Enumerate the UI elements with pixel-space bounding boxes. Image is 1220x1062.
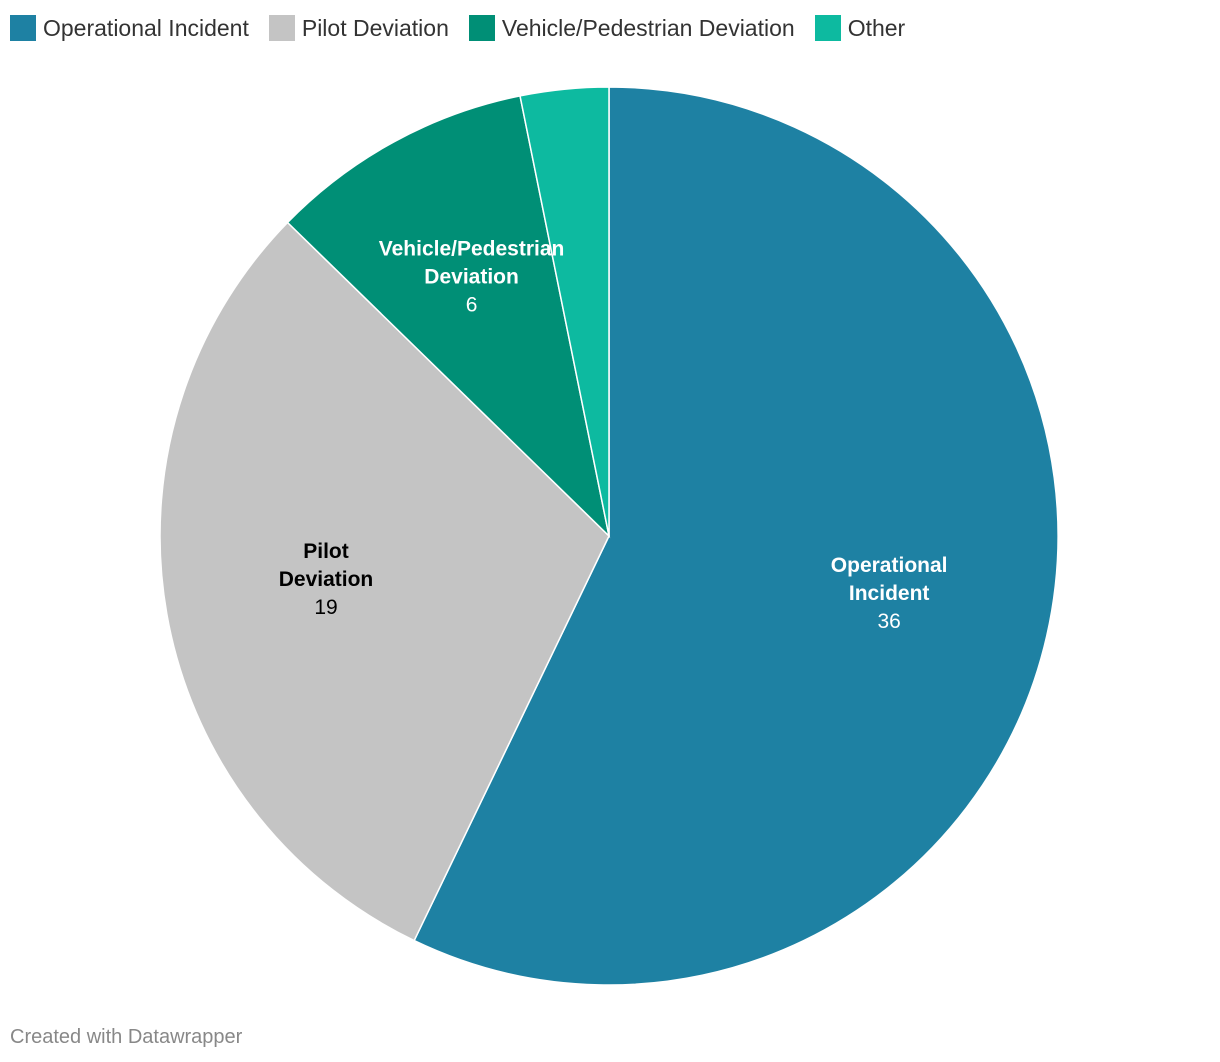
pie-slice-pilot-deviation[interactable] [159,221,610,942]
pie-label-name-line: Incident [849,582,930,605]
pie-label-name-line: Vehicle/Pedestrian [379,238,565,261]
pie-slices [159,86,1059,986]
legend-label-operational-incident: Operational Incident [43,14,249,41]
pie-label-value: 6 [466,294,478,317]
pie-label-name-line: Pilot [303,540,349,563]
pie-label-pilot-deviation: Pilot Deviation 19 [279,540,374,619]
legend-label-pilot-deviation: Pilot Deviation [301,14,449,41]
legend-swatch-operational-incident [10,15,36,41]
legend-item-pilot-deviation[interactable]: Pilot Deviation [268,14,449,42]
legend-item-other[interactable]: Other [814,14,906,42]
legend-swatch-other [814,15,841,41]
pie-slice-labels: Operational Incident 36 Pilot Deviation 19 Veh… [279,238,948,633]
pie-label-value: 19 [314,596,337,619]
legend-swatch-pilot-deviation [268,15,295,41]
pie-label-name-line: Operational [831,554,948,577]
legend-label-other: Other [847,14,906,41]
legend-item-vehicle-pedestrian-deviation[interactable]: Vehicle/Pedestrian Deviation [468,14,795,42]
legend-label-vehicle-pedestrian-deviation: Vehicle/Pedestrian Deviation [501,14,795,41]
pie-label-value: 36 [877,610,900,633]
pie-label-operational-incident: Operational Incident 36 [831,554,948,633]
legend-swatch-vehicle-pedestrian-deviation [468,15,495,41]
pie-slice-vehicle-pedestrian-deviation[interactable] [286,95,611,539]
pie-slice-operational-incident[interactable] [413,86,1059,986]
pie-label-name-line: Deviation [424,266,519,289]
datawrapper-credit[interactable]: Created with Datawrapper [10,1026,243,1048]
chart-legend: Operational Incident Pilot Deviation Veh… [10,14,925,42]
pie-slice-other[interactable] [519,86,610,537]
pie-label-name-line: Deviation [279,568,374,591]
pie-label-vehicle-pedestrian-deviation: Vehicle/Pedestrian Deviation 6 [379,238,565,317]
legend-item-operational-incident[interactable]: Operational Incident [10,15,249,42]
